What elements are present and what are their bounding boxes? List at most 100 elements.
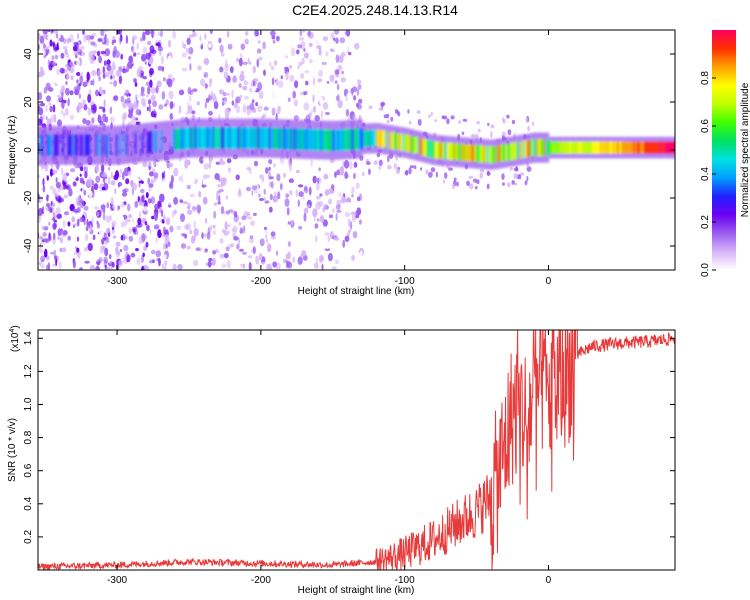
noise-speck — [292, 69, 299, 77]
noise-speck — [76, 72, 81, 76]
ridge-core — [191, 127, 194, 149]
ridge-core — [453, 143, 456, 161]
noise-speck — [258, 56, 263, 61]
noise-speck — [333, 37, 336, 41]
noise-speck — [238, 57, 243, 67]
noise-speck — [408, 120, 412, 125]
ridge-core — [602, 141, 605, 154]
noise-speck — [41, 225, 44, 230]
noise-speck — [114, 50, 120, 58]
noise-speck — [98, 257, 103, 263]
ridge-core — [331, 129, 334, 152]
noise-speck — [111, 261, 115, 268]
noise-speck — [246, 107, 251, 116]
noise-speck — [148, 171, 154, 177]
ridge-core — [343, 129, 346, 151]
colorbar-label: Normalized spectral amplitude — [740, 82, 750, 217]
noise-speck — [151, 49, 157, 54]
noise-speck — [335, 189, 340, 197]
noise-speck — [335, 204, 341, 210]
noise-speck — [101, 186, 106, 191]
noise-speck — [139, 182, 143, 189]
ridge-core — [635, 141, 638, 154]
ridge-core — [296, 128, 299, 150]
noise-speck — [428, 114, 431, 118]
noise-speck — [234, 213, 238, 218]
noise-speck — [235, 105, 241, 114]
noise-speck — [48, 102, 52, 107]
ridge-core — [583, 141, 586, 154]
noise-speck — [225, 92, 231, 96]
noise-speck — [228, 57, 234, 65]
noise-speck — [205, 97, 210, 103]
noise-speck — [196, 101, 200, 106]
noise-speck — [177, 258, 180, 262]
noise-speck — [193, 241, 199, 247]
noise-speck — [203, 163, 209, 170]
ridge-core — [522, 141, 526, 158]
noise-speck — [347, 229, 352, 233]
noise-speck — [62, 33, 67, 37]
ridge-core — [336, 129, 339, 151]
noise-speck — [103, 237, 107, 241]
ridge-core — [208, 127, 211, 149]
ridge-core — [298, 128, 301, 151]
noise-speck — [205, 217, 208, 224]
noise-speck — [133, 60, 139, 65]
ridge-core — [94, 134, 98, 156]
noise-speck — [319, 215, 325, 223]
noise-speck — [48, 195, 52, 204]
noise-speck — [49, 213, 53, 220]
ridge-core — [258, 127, 262, 149]
noise-speck — [275, 250, 279, 256]
noise-speck — [332, 208, 335, 214]
noise-speck — [187, 102, 190, 109]
ridge-core — [531, 139, 534, 157]
ridge-core — [436, 141, 439, 159]
noise-speck — [38, 174, 41, 178]
noise-speck — [121, 192, 128, 197]
ridge-core — [315, 129, 318, 151]
noise-speck — [157, 229, 162, 239]
noise-speck — [479, 172, 484, 179]
ridge-core — [564, 141, 567, 154]
ridge-core — [664, 141, 667, 154]
noise-speck — [306, 226, 309, 233]
noise-speck — [157, 65, 163, 71]
noise-speck — [345, 30, 351, 37]
noise-speck — [59, 96, 62, 102]
noise-speck — [55, 177, 58, 183]
noise-speck — [144, 61, 147, 65]
noise-speck — [368, 168, 371, 175]
noise-speck — [142, 102, 146, 108]
noise-speck — [290, 250, 296, 254]
ridge-core — [50, 134, 53, 156]
noise-speck — [240, 257, 243, 265]
noise-speck — [126, 254, 131, 263]
ridge-halo — [51, 125, 54, 165]
noise-speck — [511, 119, 516, 125]
ridge-core — [612, 141, 615, 154]
noise-speck — [238, 187, 241, 195]
noise-speck — [340, 197, 346, 204]
ridge-core — [469, 144, 472, 162]
noise-speck — [218, 177, 221, 182]
noise-speck — [209, 224, 213, 231]
noise-speck — [285, 253, 289, 260]
noise-speck — [147, 177, 150, 185]
ridge-core — [474, 145, 477, 162]
ridge-core — [62, 134, 65, 156]
ridge-core — [398, 133, 401, 151]
noise-speck — [178, 175, 182, 182]
noise-speck — [453, 177, 457, 181]
noise-speck — [223, 252, 229, 259]
ridge-halo — [136, 123, 139, 163]
noise-speck — [134, 200, 139, 208]
noise-speck — [72, 224, 75, 228]
noise-speck — [276, 173, 281, 182]
noise-speck — [297, 256, 303, 265]
ridge-halo — [65, 125, 68, 165]
noise-speck — [277, 105, 281, 112]
noise-speck — [52, 203, 56, 207]
noise-speck — [119, 248, 123, 253]
